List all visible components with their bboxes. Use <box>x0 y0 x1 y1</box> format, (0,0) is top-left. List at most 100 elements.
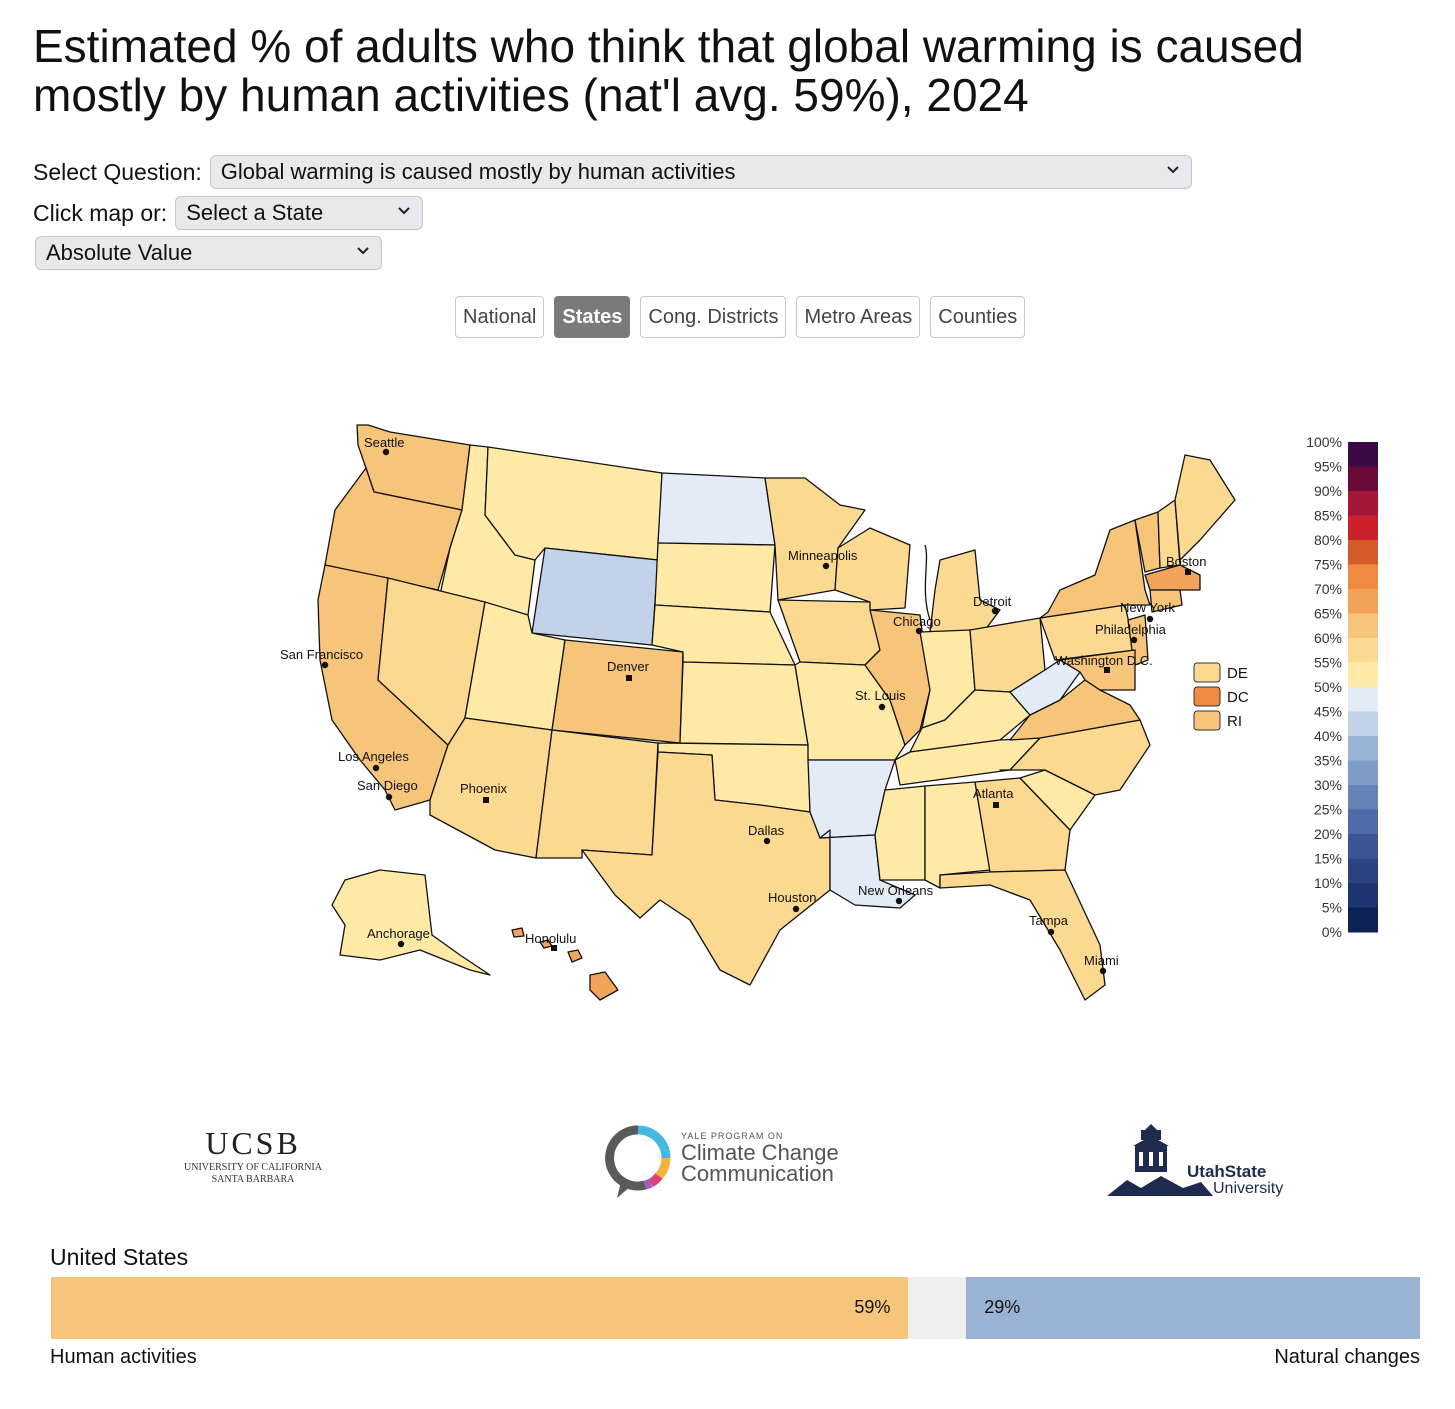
chevron-down-icon <box>357 247 369 255</box>
tab-states[interactable]: States <box>554 296 631 338</box>
city-san-francisco: San Francisco <box>280 647 363 669</box>
state-nm[interactable] <box>535 729 659 859</box>
legend-tick-label: 75% <box>1314 557 1342 573</box>
svg-text:Detroit: Detroit <box>973 594 1012 609</box>
city-boston: Boston <box>1166 554 1206 575</box>
city-dallas: Dallas <box>748 823 785 845</box>
city-chicago: Chicago <box>893 614 941 635</box>
tab-national[interactable]: National <box>455 296 545 338</box>
legend-swatch <box>1348 540 1378 565</box>
svg-text:DC: DC <box>1227 689 1249 706</box>
city-washington-dc: Washington D.C. <box>1055 653 1153 673</box>
state-md[interactable] <box>1059 649 1136 691</box>
legend-tick-label: 80% <box>1314 532 1342 548</box>
svg-text:Minneapolis: Minneapolis <box>788 548 858 563</box>
svg-text:RI: RI <box>1227 713 1242 730</box>
legend-swatch <box>1348 711 1378 737</box>
city-markers: Seattle San Francisco Los Angeles San Di… <box>280 435 1206 975</box>
legend-tick-label: 25% <box>1314 802 1342 818</box>
state-ak[interactable] <box>331 869 491 976</box>
svg-text:Boston: Boston <box>1166 554 1206 569</box>
svg-text:Dallas: Dallas <box>748 823 785 838</box>
natural-changes-value: 29% <box>984 1297 1021 1317</box>
legend-tick-label: 95% <box>1314 459 1342 475</box>
state-select[interactable]: Select a State <box>175 196 424 230</box>
state-or[interactable] <box>324 467 463 591</box>
geography-tabs: National States Cong. Districts Metro Ar… <box>455 296 1026 338</box>
state-wi[interactable] <box>834 527 911 611</box>
city-minneapolis: Minneapolis <box>788 548 858 570</box>
small-state-de[interactable]: DE <box>1193 662 1248 683</box>
natural-changes-bar: 29% <box>966 1277 1420 1339</box>
legend-tick-label: 30% <box>1314 777 1342 793</box>
ucsb-logo-main: UCSB <box>205 1125 301 1161</box>
question-label: Select Question: <box>33 158 202 185</box>
chevron-down-icon <box>1167 166 1179 174</box>
city-detroit: Detroit <box>973 594 1012 615</box>
svg-text:Denver: Denver <box>607 659 650 674</box>
state-label: Click map or: <box>33 199 168 226</box>
usu-logo-line2: University <box>1213 1180 1284 1197</box>
svg-text:Anchorage: Anchorage <box>367 926 430 941</box>
svg-text:DE: DE <box>1227 665 1248 682</box>
legend-tick-label: 50% <box>1314 679 1342 695</box>
legend-swatch <box>1348 662 1378 688</box>
state-ct[interactable] <box>1149 589 1183 613</box>
mode-control: Absolute Value <box>35 236 382 270</box>
state-tx[interactable] <box>581 751 831 986</box>
legend-ticks: 100% 95% 90% 85% 80% 75% 70% 65% 60% 55% 50% 45% 40%… <box>1306 434 1342 940</box>
page-title: Estimated % of adults who think that glo… <box>33 20 1304 121</box>
small-state-ri[interactable]: RI <box>1193 710 1242 731</box>
tab-counties[interactable]: Counties <box>930 296 1026 338</box>
legend-tick-label: 15% <box>1314 851 1342 867</box>
small-state-dc[interactable]: DC <box>1193 686 1249 707</box>
state-nd[interactable] <box>657 472 776 546</box>
usu-logo: UtahState University <box>1105 1122 1315 1202</box>
legend-swatch <box>1348 515 1378 541</box>
mode-select[interactable]: Absolute Value <box>35 236 382 270</box>
yale-logo: YALE PROGRAM ON Climate Change Communica… <box>603 1124 863 1204</box>
small-states-legend: DE DC RI <box>1193 662 1249 731</box>
city-denver: Denver <box>607 659 650 681</box>
state-me[interactable] <box>1174 454 1236 561</box>
question-select[interactable]: Global warming is caused mostly by human… <box>209 155 1192 189</box>
legend-tick-label: 55% <box>1314 655 1342 671</box>
legend-tick-label: 35% <box>1314 753 1342 769</box>
state-ia[interactable] <box>777 599 881 666</box>
state-ny[interactable] <box>1039 519 1151 619</box>
city-seattle: Seattle <box>364 435 404 456</box>
state-hi-island <box>567 949 583 963</box>
human-activities-value: 59% <box>854 1297 891 1317</box>
yale-logo-line2: Communication <box>681 1161 834 1186</box>
city-houston: Houston <box>768 890 816 913</box>
chevron-down-icon <box>398 207 410 215</box>
legend-swatch <box>1348 760 1378 786</box>
tab-cong-districts[interactable]: Cong. Districts <box>640 296 787 338</box>
yale-logo-kicker: YALE PROGRAM ON <box>681 1131 784 1141</box>
tab-metro-areas[interactable]: Metro Areas <box>796 296 921 338</box>
svg-text:Honolulu: Honolulu <box>525 931 576 946</box>
state-fl[interactable] <box>939 869 1106 1001</box>
svg-text:San Diego: San Diego <box>357 778 418 793</box>
state-ks[interactable] <box>679 661 809 746</box>
state-hi[interactable] <box>589 971 619 1001</box>
legend-swatch <box>1348 564 1378 590</box>
state-nc[interactable] <box>999 719 1151 796</box>
svg-text:New York: New York <box>1120 600 1175 615</box>
legend-tick-label: 5% <box>1322 900 1342 916</box>
human-activities-caption: Human activities <box>50 1346 197 1368</box>
city-philadelphia: Philadelphia <box>1095 622 1167 644</box>
svg-text:New Orleans: New Orleans <box>858 883 934 898</box>
state-ga[interactable] <box>974 777 1071 873</box>
state-mi[interactable] <box>929 549 1001 633</box>
legend-swatch <box>1348 613 1378 639</box>
state-sd[interactable] <box>654 542 776 613</box>
legend-swatch <box>1348 687 1378 712</box>
svg-text:Chicago: Chicago <box>893 614 941 629</box>
legend-tick-label: 10% <box>1314 875 1342 891</box>
state-co[interactable] <box>551 639 684 744</box>
state-wy[interactable] <box>531 547 659 646</box>
state-ms[interactable] <box>874 785 926 881</box>
state-mt[interactable] <box>484 446 663 561</box>
summary-region-label: United States <box>50 1244 189 1270</box>
